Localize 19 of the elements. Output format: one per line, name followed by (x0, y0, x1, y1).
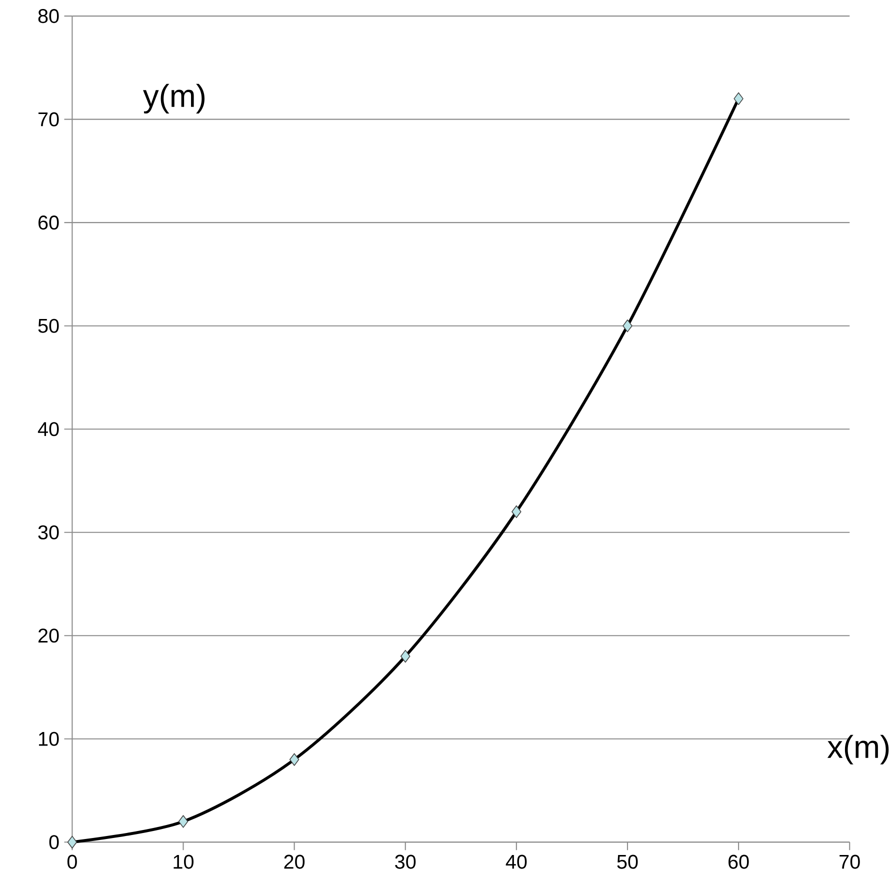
x-tick-label: 50 (617, 854, 638, 870)
y-tick-label: 10 (39, 732, 59, 746)
y-tick-label: 70 (38, 112, 59, 127)
y-tick-label: 20 (38, 628, 59, 643)
x-tick-label: 60 (728, 854, 749, 870)
x-tick-label: 40 (506, 854, 527, 870)
y-tick-label: 0 (49, 835, 59, 850)
y-tick-label: 50 (38, 319, 59, 334)
y-tick-label: 60 (38, 216, 59, 230)
y-tick-label: 40 (38, 422, 59, 436)
x-tick-label: 0 (67, 854, 77, 870)
x-axis-title: x(m) (827, 735, 889, 765)
x-tick-label: 10 (174, 854, 194, 870)
x-tick-label: 30 (395, 854, 416, 870)
y-tick-label: 30 (38, 526, 59, 540)
y-axis-title: y(m) (143, 84, 204, 114)
y-tick-label: 80 (38, 9, 59, 24)
x-tick-label: 70 (840, 854, 860, 870)
x-tick-label: 20 (284, 854, 305, 870)
